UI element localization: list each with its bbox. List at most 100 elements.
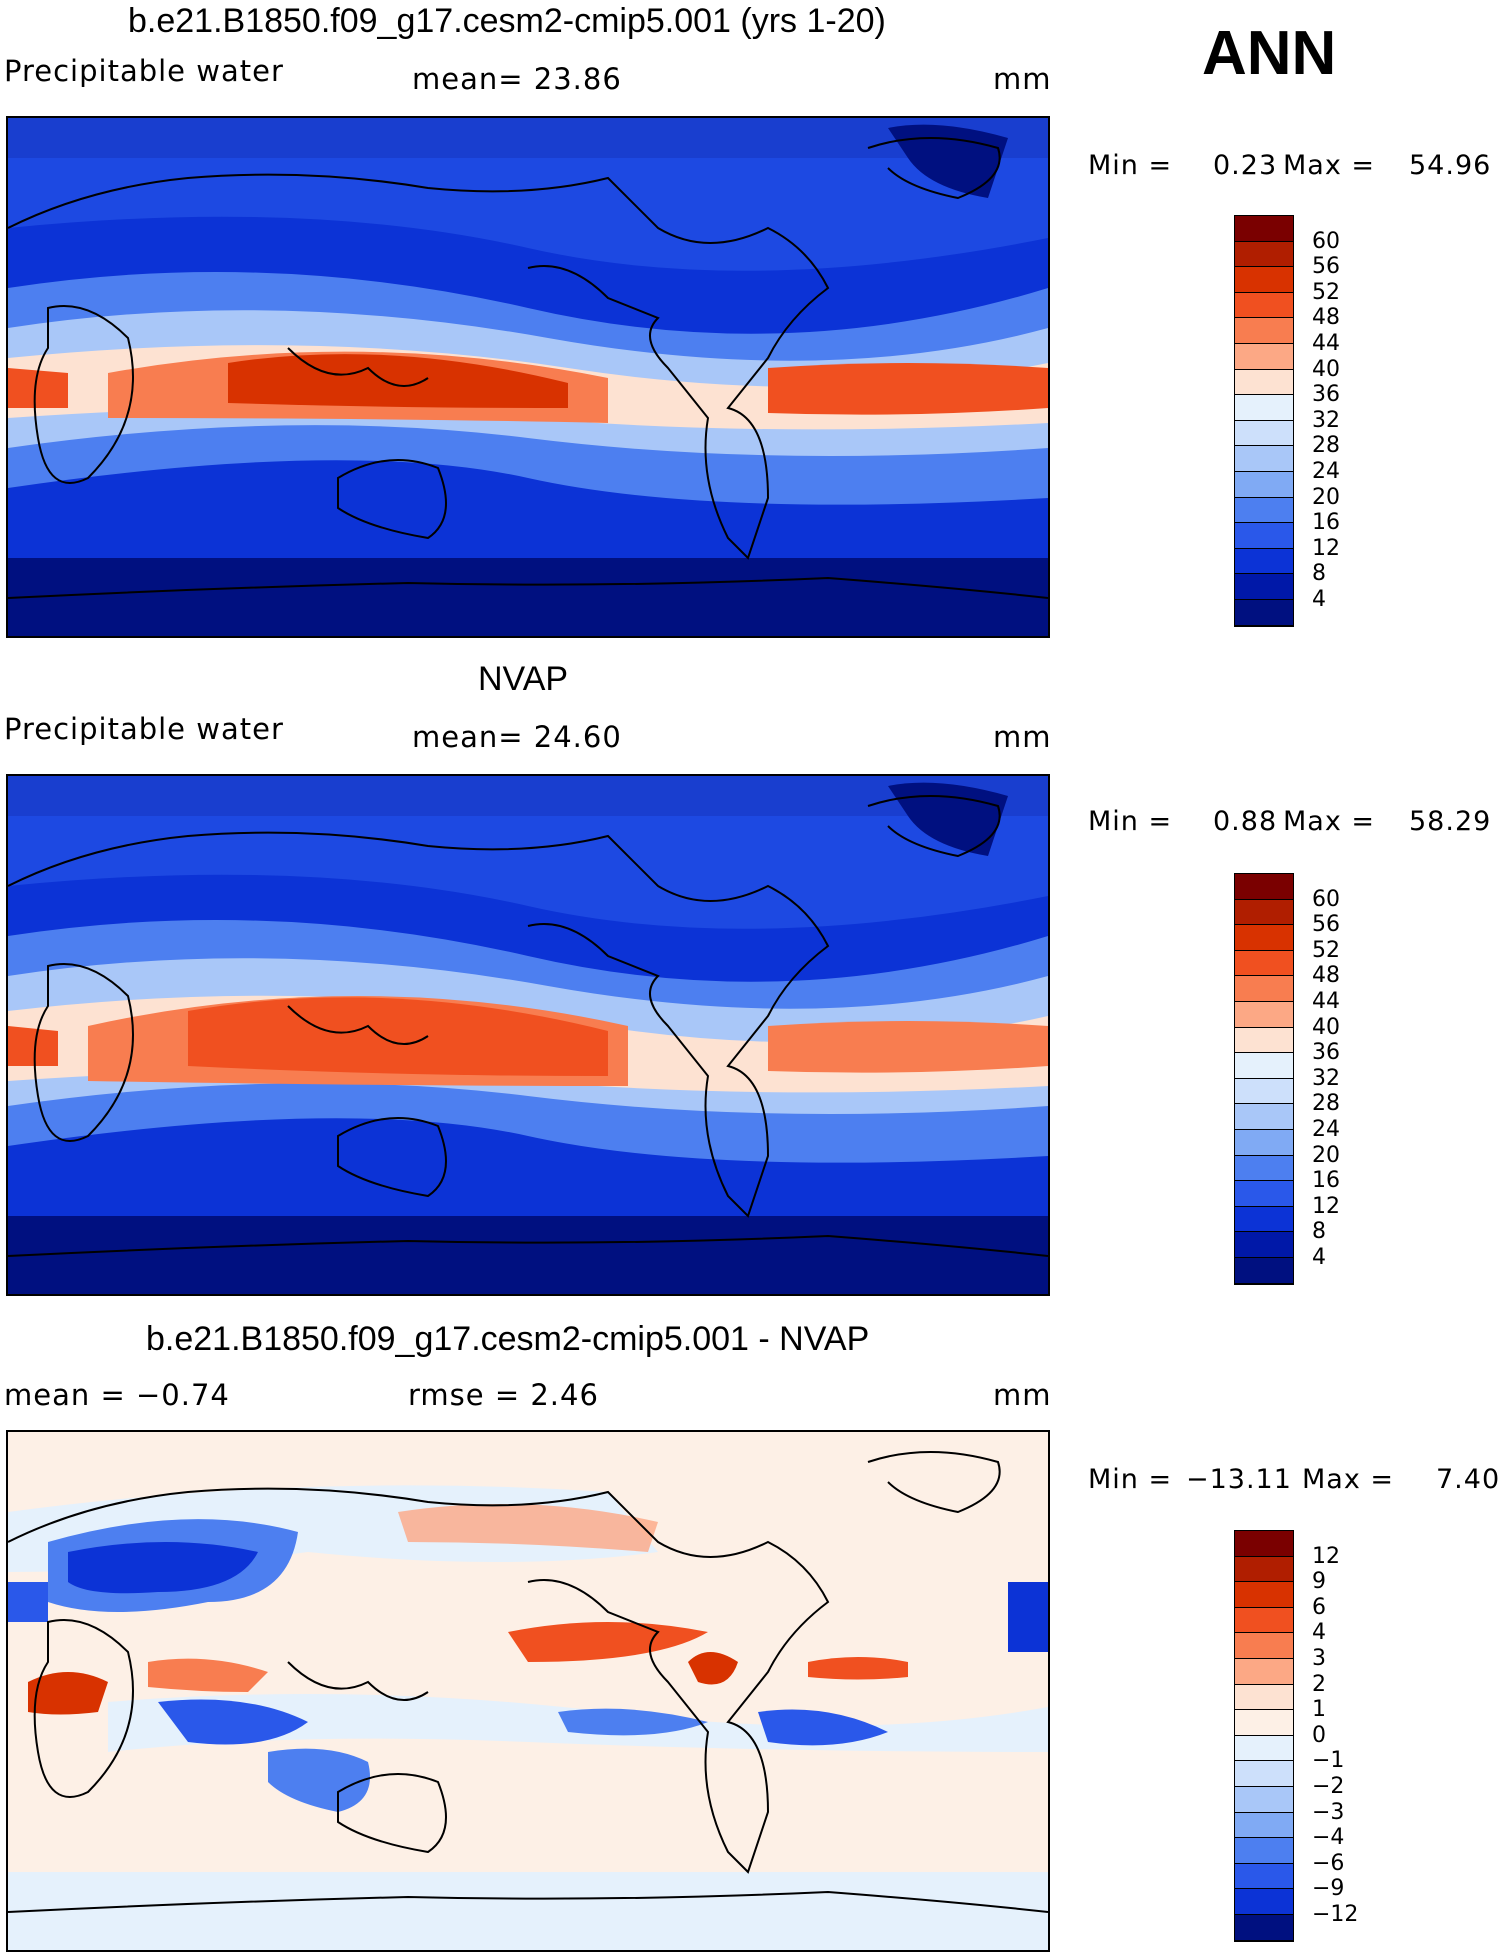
season-label: ANN (1202, 19, 1337, 88)
colorbar-segment (1235, 1556, 1293, 1583)
panel3-colorbar: 12 9 6 4 3 2 1 0 −1 −2 −3 −4 −6 −9 −12 (1234, 1530, 1358, 1942)
colorbar-tick-label: 2 (1312, 1671, 1326, 1697)
colorbar-tick-label: 28 (1312, 433, 1340, 459)
colorbar-segment (1235, 216, 1293, 242)
colorbar-segment (1235, 1257, 1293, 1284)
colorbar-tick-label: 60 (1312, 886, 1340, 912)
colorbar-segment (1235, 1710, 1293, 1736)
panel3-map (6, 1430, 1050, 1952)
colorbar-tick-label: 32 (1312, 407, 1340, 433)
colorbar-tick-label: 12 (1312, 535, 1340, 561)
colorbar-segment (1235, 976, 1293, 1002)
colorbar-tick-label: 20 (1312, 484, 1340, 510)
colorbar-segment (1235, 1206, 1293, 1233)
colorbar-tick-label: 52 (1312, 937, 1340, 963)
colorbar-segment (1235, 574, 1293, 600)
colorbar-segment (1235, 1531, 1293, 1557)
panel1-field (8, 118, 1048, 636)
colorbar-segment (1235, 1735, 1293, 1762)
colorbar-segment (1235, 343, 1293, 370)
colorbar-tick-label: 9 (1312, 1569, 1326, 1595)
colorbar-segment (1235, 267, 1293, 293)
panel1-colorbar: 60 56 52 48 44 40 36 32 28 24 20 16 12 8 4 (1234, 215, 1340, 627)
colorbar-tick-label: 44 (1312, 989, 1340, 1014)
colorbar-box (1234, 215, 1294, 627)
colorbar-tick-label: 52 (1312, 279, 1340, 305)
colorbar-segment (1235, 1232, 1293, 1258)
panel1-variable: Precipitable water (4, 54, 284, 88)
colorbar-tick-label: 12 (1312, 1543, 1340, 1569)
colorbar-tick-label: 20 (1312, 1142, 1340, 1168)
colorbar-tick-label: 4 (1312, 587, 1326, 612)
colorbar-segment (1235, 950, 1293, 977)
colorbar-segment (1235, 1027, 1293, 1054)
colorbar-segment (1235, 1582, 1293, 1608)
colorbar-tick-label: 48 (1312, 963, 1340, 989)
colorbar-tick-label: 48 (1312, 305, 1340, 331)
colorbar-tick-label: 56 (1312, 912, 1340, 938)
panel1-max-label: Max = (1283, 150, 1376, 181)
colorbar-tick-label: 36 (1312, 1040, 1340, 1066)
colorbar-segment (1235, 1001, 1293, 1028)
colorbar-tick-label: 24 (1312, 1117, 1340, 1142)
colorbar-segment (1235, 548, 1293, 575)
colorbar-box (1234, 1530, 1294, 1942)
panel2-colorbar: 60 56 52 48 44 40 36 32 28 24 20 16 12 8 4 (1234, 873, 1340, 1285)
colorbar-tick-label: 8 (1312, 561, 1326, 587)
panel3-min-value: −13.11 (1186, 1464, 1292, 1495)
panel3-field (8, 1432, 1048, 1950)
colorbar-segment (1235, 1914, 1293, 1941)
panel1-map (6, 116, 1050, 638)
colorbar-segment (1235, 420, 1293, 447)
colorbar-tick-label: 36 (1312, 382, 1340, 408)
colorbar-tick-label: 8 (1312, 1219, 1326, 1245)
panel1-mean: mean= 23.86 (412, 62, 622, 96)
colorbar-segment (1235, 241, 1293, 268)
colorbar-tick-label: 60 (1312, 228, 1340, 254)
panel2-title: NVAP (478, 660, 569, 698)
colorbar-tick-label: −4 (1312, 1825, 1345, 1851)
colorbar-segment (1235, 925, 1293, 951)
colorbar-tick-label: −9 (1312, 1876, 1345, 1902)
colorbar-tick-label: 16 (1312, 510, 1340, 536)
panel2-field (8, 776, 1048, 1294)
colorbar-segment (1235, 1889, 1293, 1915)
colorbar-tick-label: 28 (1312, 1091, 1340, 1117)
colorbar-segment (1235, 874, 1293, 900)
colorbar-tick-label: 12 (1312, 1193, 1340, 1219)
panel1-max-value: 54.96 (1409, 150, 1492, 181)
colorbar-segment (1235, 1104, 1293, 1130)
panel2-max-label: Max = (1283, 806, 1376, 837)
panel1-title: b.e21.B1850.f09_g17.cesm2-cmip5.001 (yrs… (128, 2, 886, 40)
colorbar-segment (1235, 1786, 1293, 1813)
colorbar-segment (1235, 599, 1293, 626)
colorbar-tick-label: −2 (1312, 1774, 1345, 1799)
colorbar-segment (1235, 497, 1293, 524)
panel1-min-label: Min = (1088, 150, 1173, 181)
colorbar-segment (1235, 1658, 1293, 1685)
panel3-max-label: Max = (1302, 1464, 1395, 1495)
colorbar-segment (1235, 369, 1293, 396)
colorbar-segment (1235, 471, 1293, 498)
colorbar-segment (1235, 1812, 1293, 1839)
colorbar-segment (1235, 1053, 1293, 1079)
colorbar-segment (1235, 1761, 1293, 1787)
colorbar-tick-label: 3 (1312, 1646, 1326, 1671)
colorbar-segment (1235, 523, 1293, 549)
colorbar-tick-label: 56 (1312, 254, 1340, 280)
colorbar-segment (1235, 318, 1293, 344)
colorbar-box (1234, 873, 1294, 1285)
colorbar-segment (1235, 1181, 1293, 1207)
colorbar-tick-label: 24 (1312, 459, 1340, 484)
colorbar-segment (1235, 1633, 1293, 1659)
panel3-min-label: Min = (1088, 1464, 1173, 1495)
panel1-units: mm (993, 62, 1052, 96)
colorbar-segment (1235, 899, 1293, 926)
colorbar-segment (1235, 1838, 1293, 1864)
colorbar-segment (1235, 1607, 1293, 1634)
colorbar-tick-label: 4 (1312, 1620, 1326, 1646)
colorbar-tick-label: 1 (1312, 1697, 1326, 1723)
colorbar-tick-label: 44 (1312, 331, 1340, 356)
panel3-title: b.e21.B1850.f09_g17.cesm2-cmip5.001 - NV… (146, 1320, 870, 1358)
colorbar-tick-label: 40 (1312, 356, 1340, 382)
